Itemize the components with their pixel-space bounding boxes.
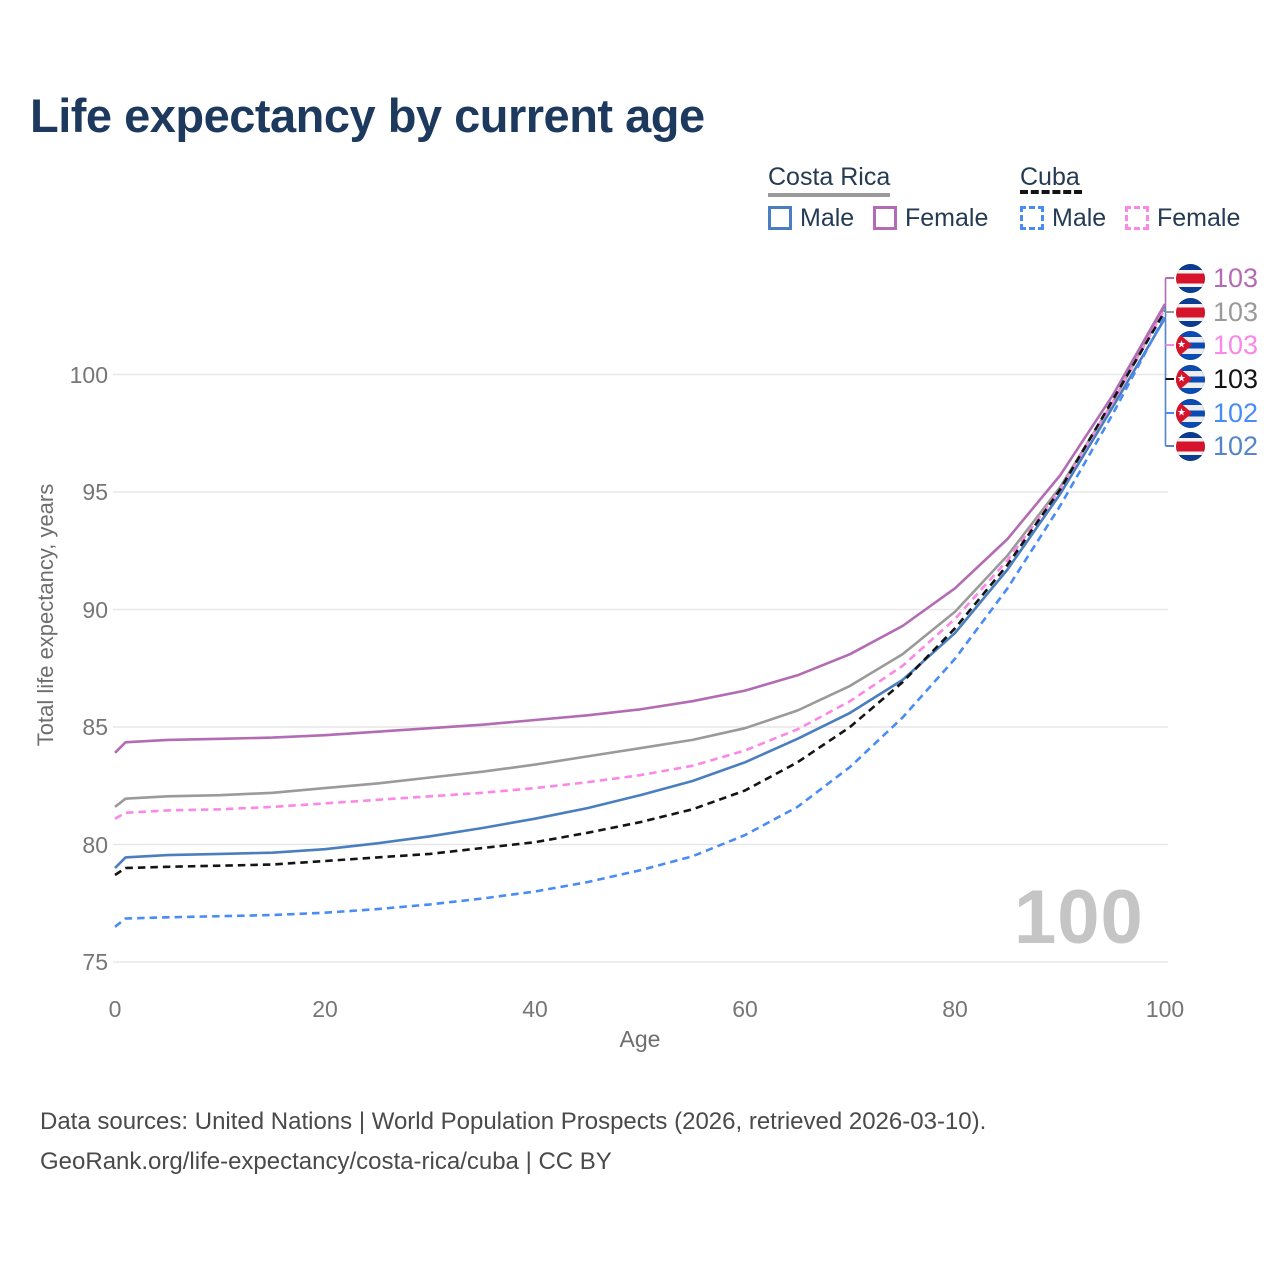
- x-tick-label: 60: [732, 996, 758, 1022]
- footer-attribution: GeoRank.org/life-expectancy/costa-rica/c…: [40, 1148, 612, 1175]
- page-title: Life expectancy by current age: [30, 89, 705, 142]
- end-label-row: 103: [1176, 263, 1258, 293]
- watermark-100: 100: [1014, 875, 1144, 960]
- legend-group-costa-rica: Costa Rica: [768, 163, 891, 191]
- cuba-flag-icon: [1176, 364, 1205, 394]
- costa-rica-flag-icon: [1176, 263, 1205, 293]
- x-tick-label: 40: [522, 996, 548, 1022]
- end-label-value: 103: [1213, 263, 1259, 293]
- series-costa-rica-total: [114, 305, 1167, 808]
- legend-swatch-costa-rica-male: [768, 206, 792, 230]
- legend-label-cuba-male: Male: [1052, 204, 1107, 232]
- end-label-value: 103: [1213, 330, 1259, 360]
- legend-label-cuba-female: Female: [1157, 204, 1241, 232]
- series-costa-rica-male: [114, 317, 1167, 869]
- end-label-value: 103: [1213, 297, 1259, 327]
- end-label-row: 103: [1176, 330, 1258, 360]
- legend-underline-costa-rica: [768, 193, 890, 197]
- costa-rica-flag-icon: [1176, 431, 1205, 461]
- legend-swatch-cuba-female: [1125, 206, 1149, 230]
- x-tick-label: 0: [108, 996, 122, 1022]
- x-tick-label: 100: [1145, 996, 1185, 1022]
- end-label-value: 102: [1213, 431, 1259, 461]
- footer-sources: Data sources: United Nations | World Pop…: [40, 1108, 987, 1135]
- series-cuba-total: [114, 310, 1167, 877]
- end-label-value: 102: [1213, 398, 1259, 428]
- y-tick-label: 95: [82, 479, 108, 505]
- end-label-row: 102: [1176, 431, 1258, 461]
- y-tick-label: 85: [82, 714, 108, 740]
- end-label-value: 103: [1213, 364, 1259, 394]
- legend-label-costa-rica-female: Female: [905, 204, 989, 232]
- y-tick-label: 80: [82, 831, 108, 858]
- cuba-flag-icon: [1176, 330, 1205, 360]
- end-label-row: 103: [1176, 297, 1258, 327]
- series-costa-rica-female: [114, 303, 1167, 754]
- series-cuba-female: [114, 308, 1167, 820]
- x-tick-label: 20: [312, 996, 338, 1022]
- x-tick-label: 80: [942, 996, 968, 1022]
- legend-label-costa-rica-male: Male: [800, 204, 855, 232]
- y-tick-label: 75: [82, 949, 108, 975]
- legend-swatch-cuba-male: [1020, 206, 1044, 230]
- legend-underline-cuba: [1020, 190, 1082, 194]
- end-label-row: 103: [1176, 364, 1258, 394]
- series-cuba-male: [114, 315, 1167, 928]
- cuba-flag-icon: [1176, 398, 1205, 428]
- costa-rica-flag-icon: [1176, 297, 1205, 327]
- y-tick-label: 90: [82, 596, 108, 623]
- x-axis-title: Age: [619, 1026, 661, 1052]
- legend-swatch-costa-rica-female: [873, 206, 897, 230]
- legend-group-cuba: Cuba: [1020, 163, 1080, 191]
- y-tick-label: 100: [69, 361, 108, 388]
- end-label-row: 102: [1176, 398, 1258, 428]
